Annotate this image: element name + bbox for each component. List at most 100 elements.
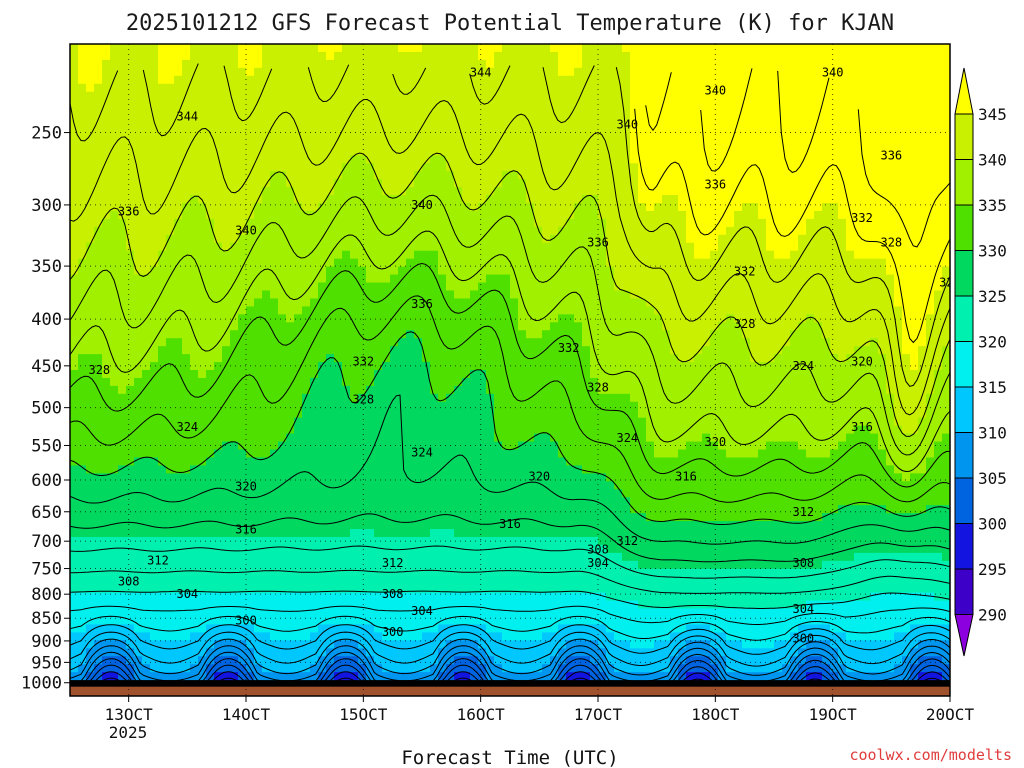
theta-band-cell [158,536,167,546]
theta-band-cell [174,656,183,665]
theta-band-cell [318,322,327,331]
theta-band-cell [326,330,335,339]
theta-band-cell [198,584,207,594]
theta-band-cell [206,608,215,618]
theta-band-cell [534,274,543,284]
theta-band-cell [134,282,143,292]
theta-band-cell [278,624,287,633]
theta-band-cell [430,107,439,117]
theta-band-cell [502,401,511,411]
theta-band-cell [142,298,151,307]
theta-band-cell [278,195,287,204]
theta-band-cell [142,163,151,172]
theta-band-cell [94,656,103,665]
theta-band-cell [318,632,327,641]
theta-band-cell [150,354,159,363]
theta-band-cell [110,672,119,681]
theta-band-cell [310,187,319,196]
theta-band-cell [86,608,95,618]
theta-band-cell [374,640,383,649]
theta-band-cell [78,656,87,665]
theta-band-cell [246,648,255,657]
theta-band-cell [310,179,319,188]
theta-band-cell [86,624,95,633]
theta-band-cell [438,664,447,673]
theta-band-cell [214,51,223,61]
theta-band-cell [438,139,447,148]
theta-band-cell [478,51,487,61]
theta-band-cell [462,664,471,673]
theta-band-cell [158,529,167,538]
theta-band-cell [326,218,335,228]
theta-band-cell [406,123,415,133]
theta-band-cell [414,664,423,673]
theta-band-cell [262,640,271,649]
theta-band-cell [286,298,295,307]
theta-band-cell [174,624,183,633]
theta-band-cell [134,576,143,586]
theta-band-cell [286,624,295,633]
theta-band-cell [230,417,239,427]
theta-band-cell [462,465,471,474]
theta-band-cell [150,147,159,156]
theta-band-cell [462,330,471,339]
theta-band-cell [150,425,159,435]
theta-band-cell [158,640,167,649]
theta-band-cell [166,242,175,252]
theta-band-cell [270,385,279,395]
theta-band-cell [102,481,111,490]
theta-band-cell [86,377,95,387]
theta-band-cell [302,672,311,681]
theta-band-cell [198,266,207,276]
theta-band-cell [350,362,359,371]
theta-band-cell [358,226,367,236]
theta-band-cell [174,203,183,212]
theta-band-cell [502,67,511,77]
theta-band-cell [422,171,431,180]
theta-band-cell [470,258,479,268]
theta-band-cell [478,187,487,196]
theta-band-cell [342,473,351,482]
theta-band-cell [326,481,335,490]
theta-band-cell [510,210,519,220]
theta-band-cell [310,210,319,220]
theta-band-cell [494,497,503,506]
theta-band-cell [430,616,439,626]
theta-band-cell [254,298,263,307]
theta-band-cell [206,576,215,586]
theta-band-cell [422,457,431,467]
theta-band-cell [486,632,495,641]
theta-band-cell [334,417,343,427]
theta-band-cell [246,584,255,594]
theta-band-cell [230,560,239,570]
theta-band-cell [478,552,487,562]
theta-band-cell [310,155,319,164]
theta-band-cell [390,608,399,618]
theta-band-cell [326,115,335,125]
theta-band-cell [494,648,503,657]
theta-band-cell [510,51,519,61]
theta-band-cell [246,401,255,411]
theta-band-cell [78,282,87,292]
theta-band-cell [542,608,551,618]
theta-band-cell [350,680,359,689]
theta-band-cell [150,290,159,300]
theta-band-cell [358,600,367,610]
theta-band-cell [102,457,111,467]
theta-band-cell [406,242,415,252]
theta-band-cell [270,417,279,427]
theta-band-cell [270,441,279,451]
theta-band-cell [446,616,455,626]
theta-band-cell [446,187,455,196]
theta-band-cell [374,123,383,133]
theta-band-cell [390,457,399,467]
theta-band-cell [78,608,87,618]
theta-band-cell [134,632,143,641]
theta-band-cell [494,409,503,419]
theta-band-cell [334,441,343,451]
theta-band-cell [86,123,95,133]
theta-band-cell [382,584,391,594]
theta-band-cell [510,115,519,125]
theta-band-cell [518,107,527,117]
theta-band-cell [406,306,415,315]
